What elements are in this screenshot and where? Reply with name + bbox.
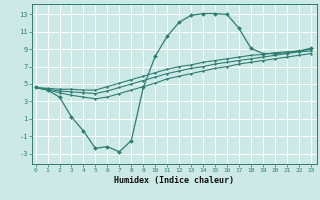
X-axis label: Humidex (Indice chaleur): Humidex (Indice chaleur) — [115, 176, 234, 185]
